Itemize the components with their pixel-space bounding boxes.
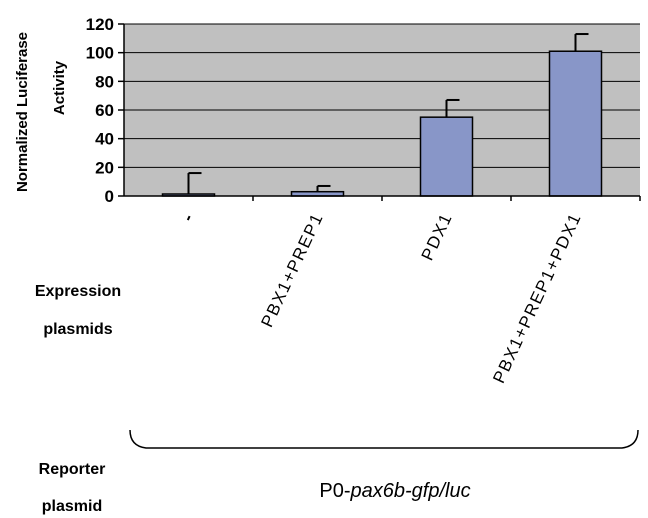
y-axis-label-line1: Normalized Luciferase bbox=[14, 32, 31, 192]
y-tick-label: 60 bbox=[95, 101, 114, 120]
reporter-name: P0-pax6b-gfp/luc bbox=[319, 480, 470, 502]
y-ticks: 0 20 40 60 80 100 120 bbox=[86, 15, 124, 206]
expression-label-line1: Expression bbox=[35, 283, 121, 300]
reporter-gene: pax6b-gfp bbox=[350, 480, 440, 502]
x-category-label: - bbox=[178, 210, 198, 225]
bars bbox=[161, 50, 603, 197]
bar bbox=[548, 50, 603, 197]
error-bars bbox=[187, 33, 589, 195]
y-tick-label: 0 bbox=[105, 187, 114, 206]
reporter-suffix: /luc bbox=[437, 480, 470, 502]
reporter-prefix: P0- bbox=[319, 480, 350, 502]
x-category-label: PBX1+PREP1+PDX1 bbox=[489, 210, 585, 387]
reporter-label-line1: Reporter bbox=[39, 461, 106, 478]
y-tick-label: 120 bbox=[86, 15, 114, 34]
y-tick-label: 80 bbox=[95, 72, 114, 91]
category-labels: - PBX1+PREP1 PDX1 PBX1+PREP1+PDX1 bbox=[178, 196, 641, 387]
gridlines bbox=[124, 23, 640, 168]
y-axis-label-line2: Activity bbox=[51, 60, 68, 115]
x-category-label: PBX1+PREP1 bbox=[257, 210, 327, 331]
expression-label-line2: plasmids bbox=[43, 321, 112, 338]
reporter-label-line2: plasmid bbox=[42, 498, 102, 515]
y-tick-label: 20 bbox=[95, 158, 114, 177]
y-tick-label: 100 bbox=[86, 44, 114, 63]
reporter-brace bbox=[129, 429, 639, 449]
x-category-label: PDX1 bbox=[418, 210, 457, 264]
bar bbox=[419, 116, 474, 197]
y-tick-label: 40 bbox=[95, 130, 114, 149]
